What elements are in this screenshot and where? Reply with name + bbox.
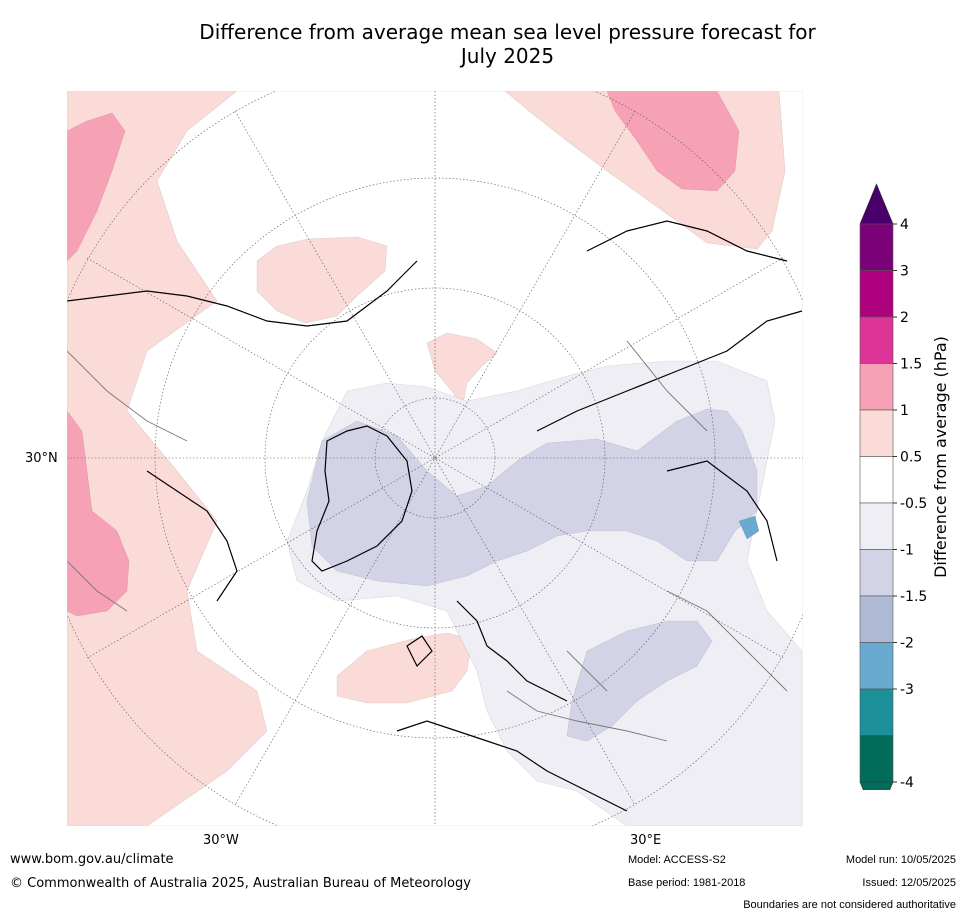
colorbar-tick-label: -1.5 [900,589,927,605]
colorbar-ticks: 4 3 2 1.5 1 0.5 -0.5 -1 -1.5 -2 -3 -4 [893,217,927,790]
colorbar-segments [859,183,894,790]
colorbar-tick-label: 1 [900,403,909,419]
colorbar-over-arrow [859,183,894,225]
footer-base-period: Base period: 1981-2018 [628,877,746,889]
lon-label-30e: 30°E [630,833,662,848]
colorbar-tick-label: 1.5 [900,357,922,373]
map-title: Difference from average mean sea level p… [0,20,965,68]
footer-issued: Issued: 12/05/2025 [862,877,956,889]
colorbar-segment [859,456,894,504]
colorbar-tick-label: 4 [900,217,909,233]
positive-anomaly-svalbard [426,332,498,410]
colorbar-segment [859,316,894,364]
colorbar-segment [859,223,894,271]
colorbar-tick-label: -0.5 [900,496,927,512]
colorbar-segment [859,409,894,457]
positive-anomaly-west [67,91,268,826]
pressure-anomaly-map [67,91,803,826]
colorbar: 4 3 2 1.5 1 0.5 -0.5 -1 -1.5 -2 -3 -4 Difference fr… [859,183,950,790]
footer-url: www.bom.gov.au/climate [10,852,174,867]
positive-anomaly-core-west [67,112,126,262]
footer-copyright: © Commonwealth of Australia 2025, Austra… [10,876,471,891]
colorbar-tick-label: -3 [900,682,914,698]
colorbar-tick-label: 0.5 [900,450,922,466]
colorbar-segment [859,502,894,550]
colorbar-segment [859,595,894,643]
positive-anomaly-core-pacific [606,91,740,192]
coastlines [67,220,803,812]
graticule [67,91,803,826]
positive-anomaly-atlantic [336,632,473,704]
colorbar-segment [859,363,894,411]
title-line-2: July 2025 [460,44,555,68]
colorbar-label: Difference from average (hPa) [931,336,950,578]
colorbar-tick-label: -4 [900,775,914,790]
colorbar-segment [859,688,894,736]
negative-anomaly-europe [566,620,713,742]
footer-model-run: Model run: 10/05/2025 [845,854,956,866]
colorbar-segment [859,735,894,783]
colorbar-under-arrow [859,781,894,790]
colorbar-tick-label: 2 [900,310,909,326]
lat-label-30n: 30°N [25,451,58,466]
colorbar-tick-label: 3 [900,264,909,280]
colorbar-segment [859,270,894,318]
colorbar-tick-label: -1 [900,543,914,559]
footer-model: Model: ACCESS-S2 [628,854,726,866]
footer-disclaimer: Boundaries are not considered authoritat… [743,899,956,911]
positive-anomaly-arctic-canada [256,236,388,324]
negative-anomaly-core-east [738,515,760,540]
colorbar-tick-label: -2 [900,636,914,652]
lon-label-30w: 30°W [203,833,239,848]
colorbar-segment [859,549,894,597]
colorbar-segment [859,642,894,690]
borders [67,340,788,742]
title-line-1: Difference from average mean sea level p… [199,20,816,44]
positive-anomaly-core-southwest [67,410,130,617]
